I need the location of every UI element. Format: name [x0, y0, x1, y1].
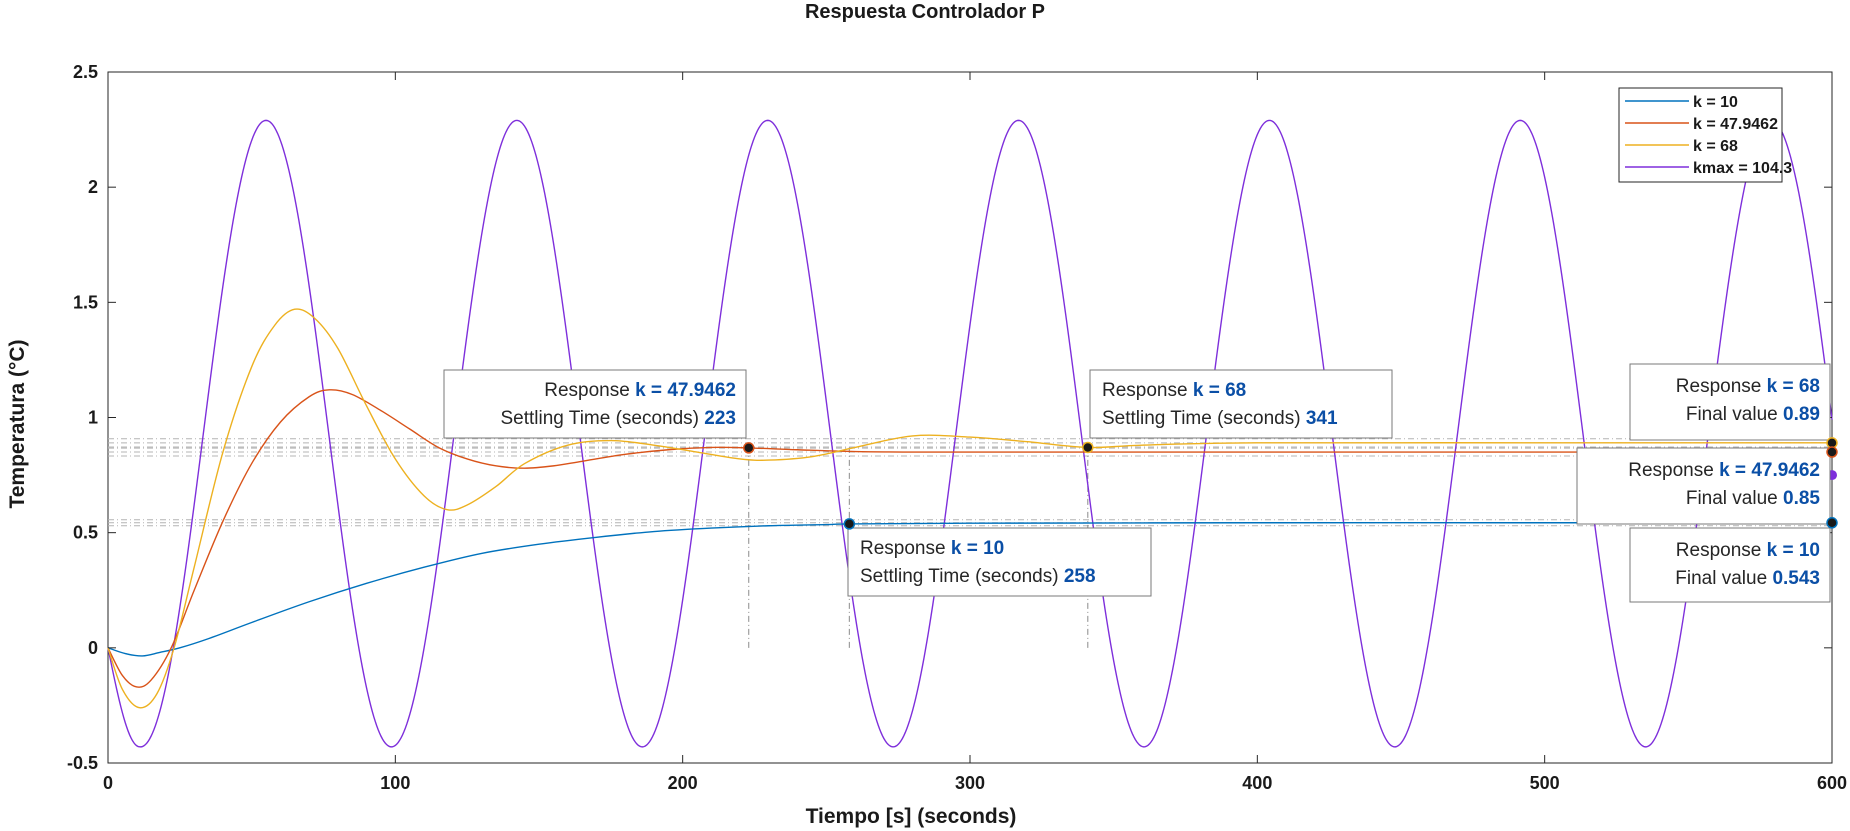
datatip[interactable]: Response k = 47.9462 Settling Time (secon…	[443, 369, 755, 454]
datatip-text: Response k = 10	[1676, 540, 1820, 561]
legend-entry: k = 68	[1693, 138, 1738, 155]
legend-entry: kmax = 104.3	[1693, 160, 1792, 177]
datatip[interactable]: Response k = 68 Final value 0.89	[1629, 363, 1838, 449]
datatip-box	[1629, 363, 1831, 441]
legend-entry: k = 10	[1693, 94, 1738, 111]
plot-area: 0 100 200 300 400 500 600-0.500.511.522.5 Resp…	[67, 62, 1847, 793]
y-tick-label: 1.5	[73, 292, 98, 312]
datatip-box	[1089, 369, 1393, 439]
datatip-marker[interactable]	[1826, 517, 1838, 529]
y-tick-label: 2	[88, 177, 98, 197]
datatip-marker[interactable]	[843, 518, 856, 530]
datatip-text: Response k = 47.9462	[1628, 460, 1820, 481]
datatip-marker[interactable]	[1826, 446, 1838, 458]
datatip-text: Response k = 47.9462	[544, 380, 736, 401]
legend-entry: k = 47.9462	[1693, 116, 1778, 133]
x-tick-label: 200	[668, 773, 698, 793]
datatip-text: Settling Time (seconds) 258	[860, 566, 1096, 587]
datatip-text: Response k = 10	[860, 538, 1004, 559]
datatip-marker[interactable]	[743, 442, 755, 454]
x-tick-label: 100	[380, 773, 410, 793]
datatip-text: Final value 0.89	[1686, 404, 1820, 425]
datatip-text: Settling Time (seconds) 341	[1102, 408, 1338, 429]
series-line-0	[107, 522, 1832, 657]
datatip-box	[1629, 527, 1831, 603]
y-tick-label: 0	[88, 638, 98, 658]
datatip-box	[443, 369, 747, 439]
tick-layer: 0 100 200 300 400 500 600-0.500.511.522.5	[67, 62, 1847, 793]
x-tick-label: 300	[955, 773, 985, 793]
y-tick-label: -0.5	[67, 753, 98, 773]
datatip-marker[interactable]	[1082, 441, 1094, 454]
datatip[interactable]: Response k = 68 Settling Time (seconds) 3…	[1082, 369, 1393, 454]
datatip-box	[847, 527, 1152, 597]
x-axis-label: Tiempo [s] (seconds)	[806, 805, 1017, 828]
datatip-text: Response k = 68	[1102, 380, 1246, 401]
series-line-1	[107, 389, 1832, 688]
datatip-text: Final value 0.85	[1686, 488, 1821, 509]
datatip-text: Final value 0.543	[1675, 568, 1820, 589]
datatip[interactable]: Response k = 10 Settling Time (seconds) 2…	[843, 518, 1152, 597]
series-line-3	[107, 119, 1833, 748]
x-tick-label: 500	[1530, 773, 1560, 793]
datatip-text: Response k = 68	[1676, 376, 1820, 397]
y-axis-label: Temperatura (°C)	[6, 339, 29, 508]
x-tick-label: 400	[1242, 773, 1272, 793]
axes-box	[107, 71, 1833, 764]
y-tick-label: 0.5	[73, 523, 98, 543]
datatip-text: Settling Time (seconds) 223	[500, 408, 736, 429]
datatip-box	[1576, 447, 1831, 525]
y-tick-label: 1	[88, 408, 98, 428]
x-tick-label: 0	[103, 773, 113, 793]
datatip[interactable]: Response k = 47.9462 Final value 0.85	[1576, 446, 1838, 525]
datatip-layer: Response k = 47.9462 Settling Time (secon…	[443, 363, 1838, 603]
y-tick-label: 2.5	[73, 62, 98, 82]
datatip[interactable]: Response k = 10 Final value 0.543	[1629, 517, 1838, 603]
legend: k = 10 k = 47.9462 k = 68 kmax = 104.3	[1618, 87, 1792, 183]
x-tick-label: 600	[1817, 773, 1847, 793]
chart-title: Respuesta Controlador P	[805, 1, 1045, 23]
